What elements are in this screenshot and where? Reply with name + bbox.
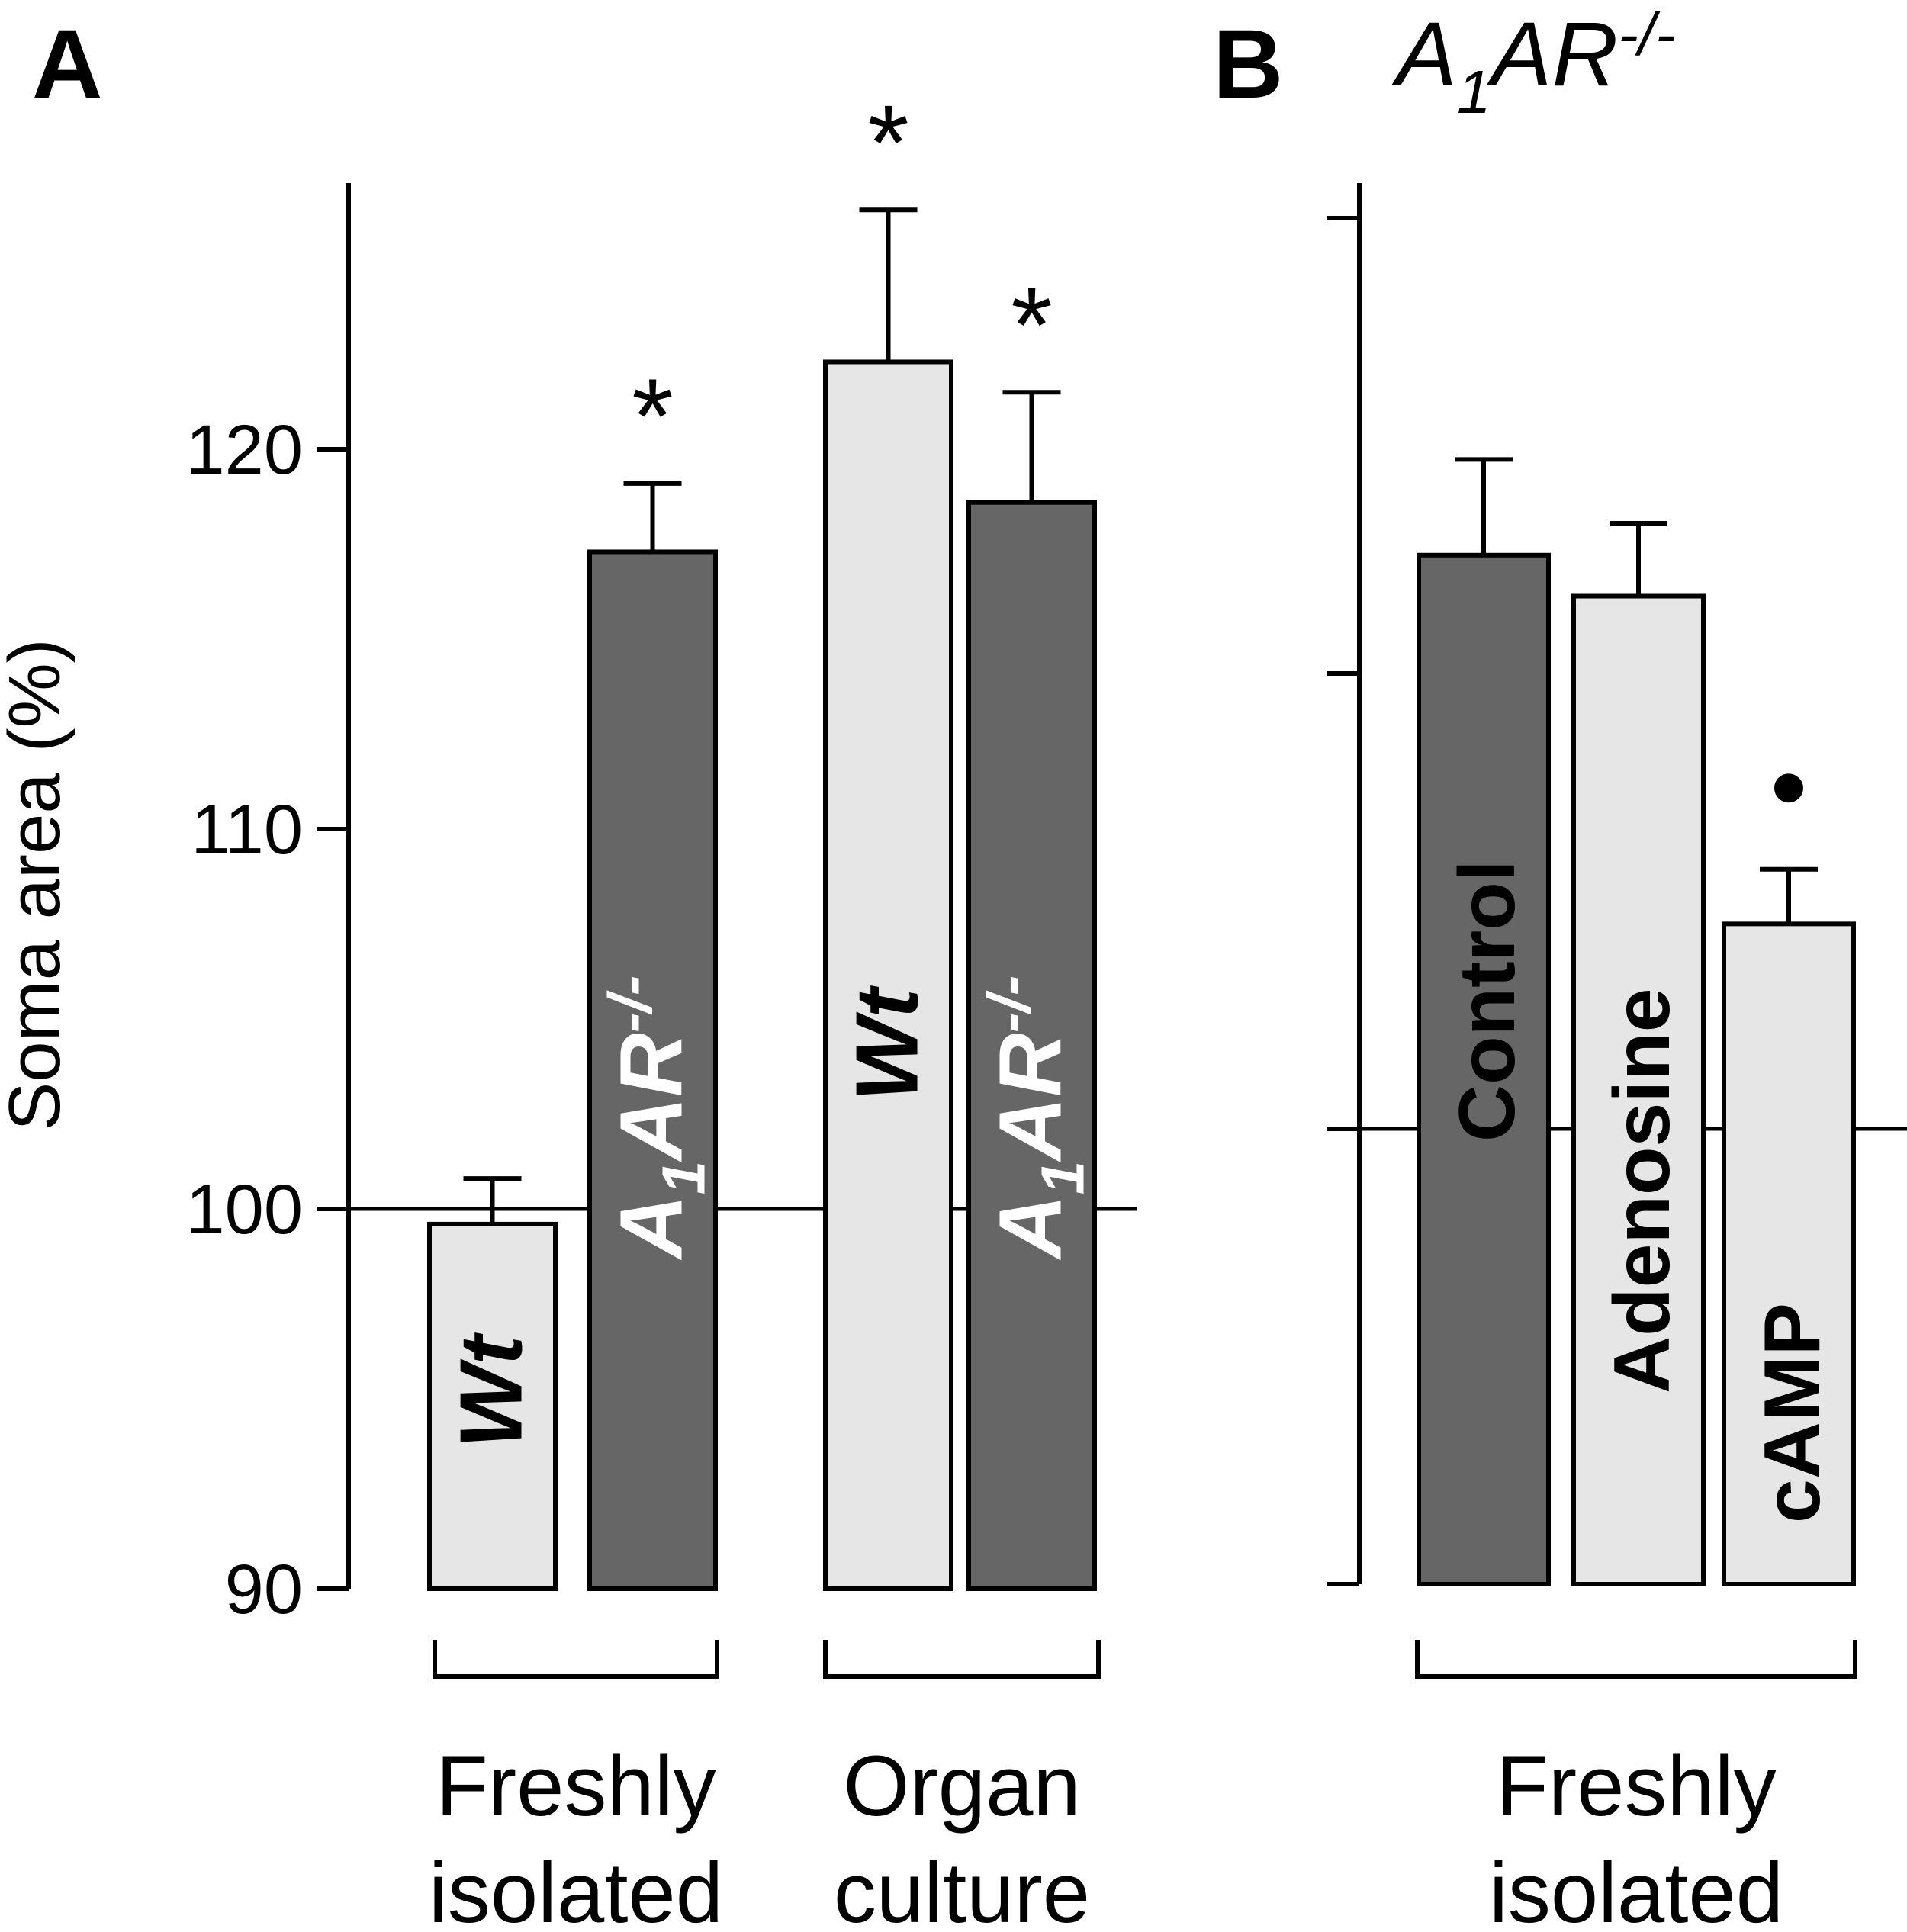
- group-label-line2: culture: [834, 1845, 1090, 1932]
- significance-marker: *: [632, 356, 673, 476]
- y-tick-label: 110: [191, 791, 303, 869]
- bar: [823, 359, 954, 1592]
- group-bracket: [1415, 1640, 1857, 1679]
- group-label-line1: Freshly: [1496, 1738, 1776, 1834]
- panel-b-title-main: A: [1391, 3, 1457, 105]
- bar: [1722, 921, 1856, 1586]
- group-label-line2: isolated: [429, 1845, 723, 1932]
- bar-label-rest: AR: [981, 1033, 1080, 1163]
- panel-letter-a: A: [32, 10, 102, 119]
- bar-label-main: A: [981, 1194, 1080, 1261]
- panel-b-title-rest: AR: [1487, 3, 1619, 105]
- significance-marker: *: [1011, 265, 1052, 384]
- bar-label-sup: -/-: [976, 976, 1044, 1034]
- y-tick-label: 120: [186, 411, 304, 489]
- panel-a-plot: 90100110120Wt*A1AR-/-*Wt*A1AR-/-Freshlyi…: [186, 82, 1137, 1932]
- bar-label-genotype: A1AR-/-: [597, 976, 718, 1261]
- group-label-line2: isolated: [1489, 1845, 1783, 1932]
- bar-label-sub: 1: [650, 1161, 718, 1195]
- bar-label: cAMP: [1748, 1303, 1837, 1523]
- significance-marker: •: [1770, 727, 1807, 847]
- panel-b-title-sub: 1: [1457, 58, 1491, 126]
- group-bracket: [433, 1640, 719, 1679]
- bar-label-sup: -/-: [597, 976, 664, 1034]
- bar-label-genotype: A1AR-/-: [976, 976, 1097, 1261]
- bar: [1417, 552, 1551, 1586]
- bar-label-sub: 1: [1029, 1161, 1097, 1195]
- panel-b-title-sup: -/-: [1618, 0, 1676, 68]
- y-tick-label: 90: [225, 1551, 303, 1628]
- bar-label: Wt: [838, 985, 937, 1101]
- group-label-line1: Organ: [843, 1738, 1080, 1834]
- y-tick-label: 100: [186, 1171, 304, 1249]
- y-axis-title: Soma area (%): [0, 638, 76, 1131]
- bar-label: Adenosine: [1598, 988, 1687, 1394]
- bar-label-rest: AR: [602, 1033, 701, 1163]
- panel-letter-b: B: [1213, 10, 1283, 119]
- bar-label-main: A: [602, 1194, 701, 1261]
- panel-b-plot: Control Adenosine • cAMP Freshly isolated: [1327, 183, 1907, 1932]
- bar: [587, 549, 718, 1592]
- panel-b-title: A1AR-/-: [1391, 0, 1676, 126]
- group-bracket: [823, 1640, 1101, 1679]
- bar: [427, 1221, 558, 1592]
- group-label-line1: Freshly: [436, 1738, 716, 1834]
- bar-label: Wt: [442, 1332, 541, 1448]
- significance-marker: *: [867, 82, 908, 202]
- bar: [1571, 593, 1706, 1586]
- bar-label: Control: [1443, 860, 1532, 1142]
